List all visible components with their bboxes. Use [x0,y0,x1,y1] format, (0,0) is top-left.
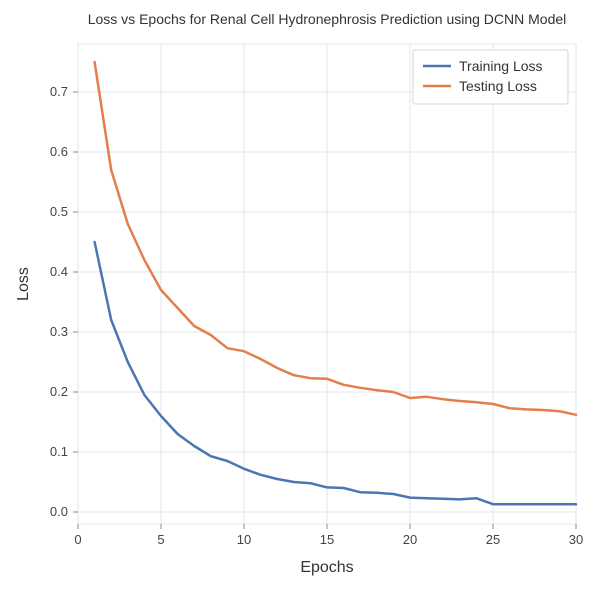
x-tick-label: 10 [237,532,251,547]
y-tick-label: 0.7 [50,84,68,99]
chart-title: Loss vs Epochs for Renal Cell Hydronephr… [88,11,567,27]
y-tick-label: 0.1 [50,444,68,459]
y-axis-label: Loss [15,267,32,301]
y-tick-label: 0.3 [50,324,68,339]
x-tick-label: 5 [157,532,164,547]
y-tick-label: 0.6 [50,144,68,159]
y-tick-label: 0.5 [50,204,68,219]
x-tick-label: 0 [74,532,81,547]
y-tick-label: 0.0 [50,504,68,519]
x-tick-label: 30 [569,532,583,547]
y-tick-label: 0.4 [50,264,68,279]
chart-svg: 0 5 10 15 20 25 30 0.0 0.1 0.2 0.3 0.4 0.5 0.6 0.7 Epoc… [0,0,600,592]
x-tick-label: 25 [486,532,500,547]
loss-chart: 0 5 10 15 20 25 30 0.0 0.1 0.2 0.3 0.4 0.5 0.6 0.7 Epoc… [0,0,600,592]
legend-label-0: Training Loss [459,58,543,74]
x-tick-label: 20 [403,532,417,547]
legend: Training Loss Testing Loss [413,50,568,104]
y-tick-label: 0.2 [50,384,68,399]
x-tick-label: 15 [320,532,334,547]
legend-label-1: Testing Loss [459,78,537,94]
x-axis-label: Epochs [300,559,353,576]
